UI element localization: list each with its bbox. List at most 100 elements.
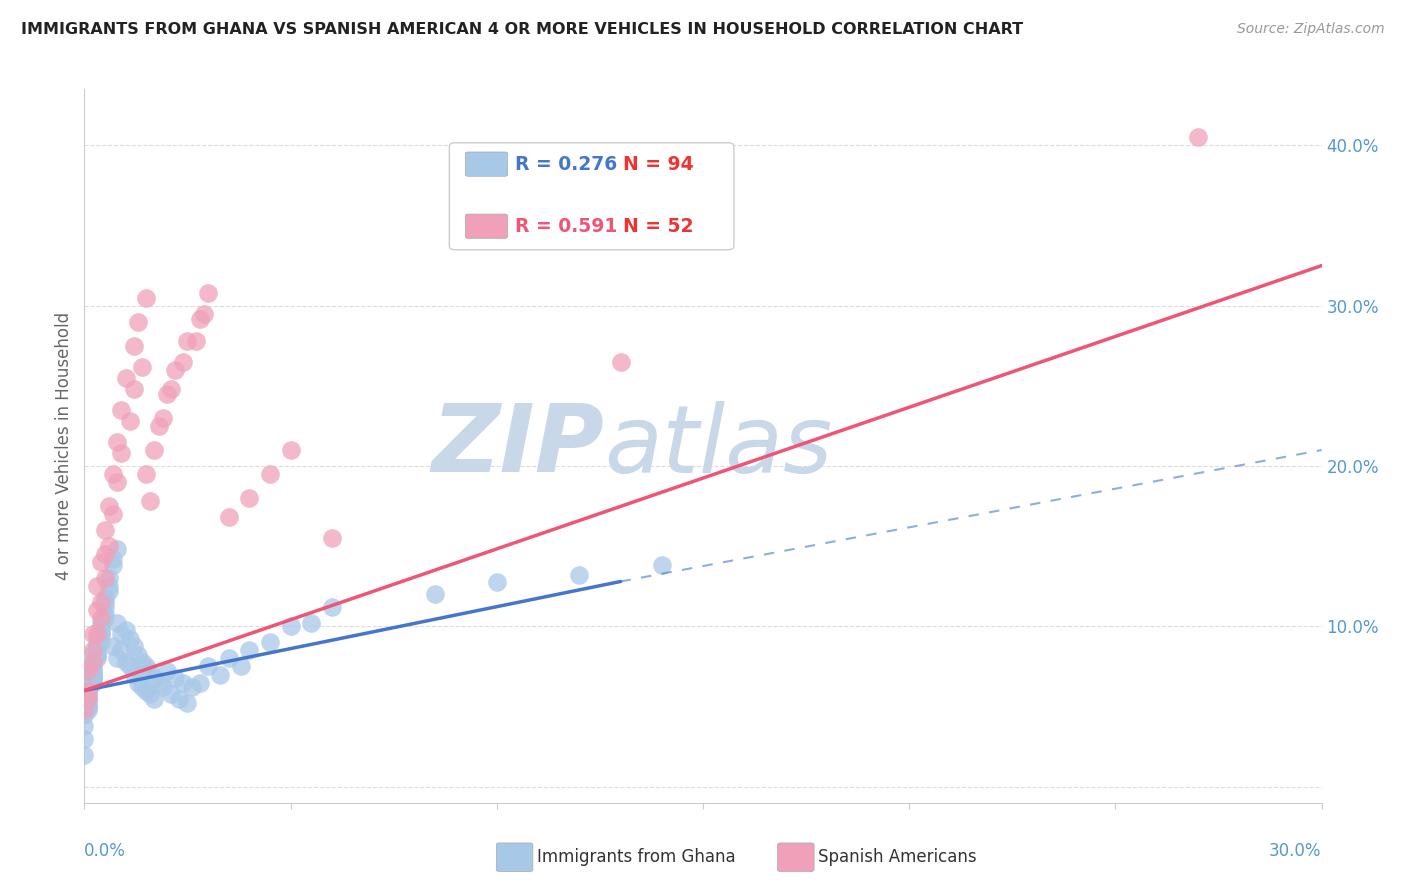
Point: [135, 683, 157, 698]
Point: [110, 643, 132, 657]
Text: ZIP: ZIP: [432, 400, 605, 492]
Point: [188, 311, 211, 326]
Point: [172, 355, 194, 369]
Point: [131, 681, 153, 695]
Point: [148, 675, 170, 690]
Point: [259, 635, 281, 649]
Point: [139, 665, 162, 679]
Text: R = 0.276: R = 0.276: [515, 154, 617, 174]
Point: [197, 659, 219, 673]
Point: [1187, 130, 1209, 145]
Point: [423, 587, 446, 601]
Point: [77, 683, 100, 698]
Point: [143, 442, 166, 457]
Point: [139, 494, 162, 508]
Point: [103, 558, 125, 573]
Point: [176, 697, 198, 711]
Text: Immigrants from Ghana: Immigrants from Ghana: [537, 848, 735, 866]
Point: [184, 334, 207, 348]
Point: [77, 691, 100, 706]
Point: [90, 555, 112, 569]
Point: [229, 659, 252, 673]
Point: [165, 363, 187, 377]
FancyBboxPatch shape: [450, 143, 734, 250]
Point: [77, 691, 100, 706]
Point: [568, 568, 591, 582]
Point: [103, 467, 125, 481]
Point: [86, 648, 108, 663]
Point: [172, 675, 194, 690]
Point: [94, 611, 117, 625]
Point: [118, 414, 141, 428]
Point: [238, 491, 260, 505]
Point: [131, 655, 153, 669]
Point: [188, 675, 211, 690]
Point: [651, 558, 673, 573]
Point: [114, 655, 136, 669]
Point: [143, 691, 166, 706]
Point: [156, 665, 179, 679]
Point: [82, 671, 104, 685]
Point: [485, 574, 508, 589]
Point: [73, 731, 96, 746]
Point: [90, 616, 112, 631]
Point: [127, 648, 149, 663]
Point: [127, 675, 149, 690]
Point: [94, 595, 117, 609]
Text: 0.0%: 0.0%: [84, 842, 127, 860]
Point: [218, 510, 240, 524]
Point: [122, 667, 145, 681]
Point: [86, 651, 108, 665]
Point: [94, 571, 117, 585]
Point: [90, 627, 112, 641]
Point: [73, 747, 96, 762]
Text: Spanish Americans: Spanish Americans: [818, 848, 977, 866]
Point: [238, 643, 260, 657]
Point: [299, 616, 322, 631]
Text: Source: ZipAtlas.com: Source: ZipAtlas.com: [1237, 22, 1385, 37]
Point: [98, 584, 121, 599]
Point: [193, 307, 215, 321]
Point: [148, 419, 170, 434]
FancyBboxPatch shape: [465, 214, 508, 238]
Point: [82, 665, 104, 679]
Point: [94, 547, 117, 561]
Point: [82, 671, 104, 685]
Point: [77, 697, 100, 711]
Point: [77, 665, 100, 679]
Point: [110, 446, 132, 460]
Point: [176, 334, 198, 348]
Point: [105, 475, 128, 489]
Point: [127, 315, 149, 329]
Point: [86, 643, 108, 657]
Text: 30.0%: 30.0%: [1270, 842, 1322, 860]
Point: [160, 687, 183, 701]
Point: [160, 382, 183, 396]
Point: [98, 499, 121, 513]
Point: [152, 411, 174, 425]
Point: [82, 667, 104, 681]
Point: [122, 639, 145, 653]
Point: [321, 600, 343, 615]
Point: [77, 691, 100, 706]
Point: [209, 667, 232, 681]
Point: [98, 539, 121, 553]
Point: [139, 687, 162, 701]
Point: [143, 671, 166, 685]
Point: [114, 371, 136, 385]
Point: [122, 339, 145, 353]
Text: N = 52: N = 52: [623, 217, 693, 235]
Point: [110, 403, 132, 417]
Point: [98, 579, 121, 593]
Text: R = 0.591: R = 0.591: [515, 217, 617, 235]
Point: [103, 639, 125, 653]
Point: [197, 285, 219, 300]
Point: [77, 681, 100, 695]
Point: [90, 627, 112, 641]
Point: [90, 619, 112, 633]
Point: [94, 607, 117, 621]
Point: [82, 627, 104, 641]
Point: [90, 623, 112, 637]
Point: [105, 651, 128, 665]
Point: [135, 659, 157, 673]
